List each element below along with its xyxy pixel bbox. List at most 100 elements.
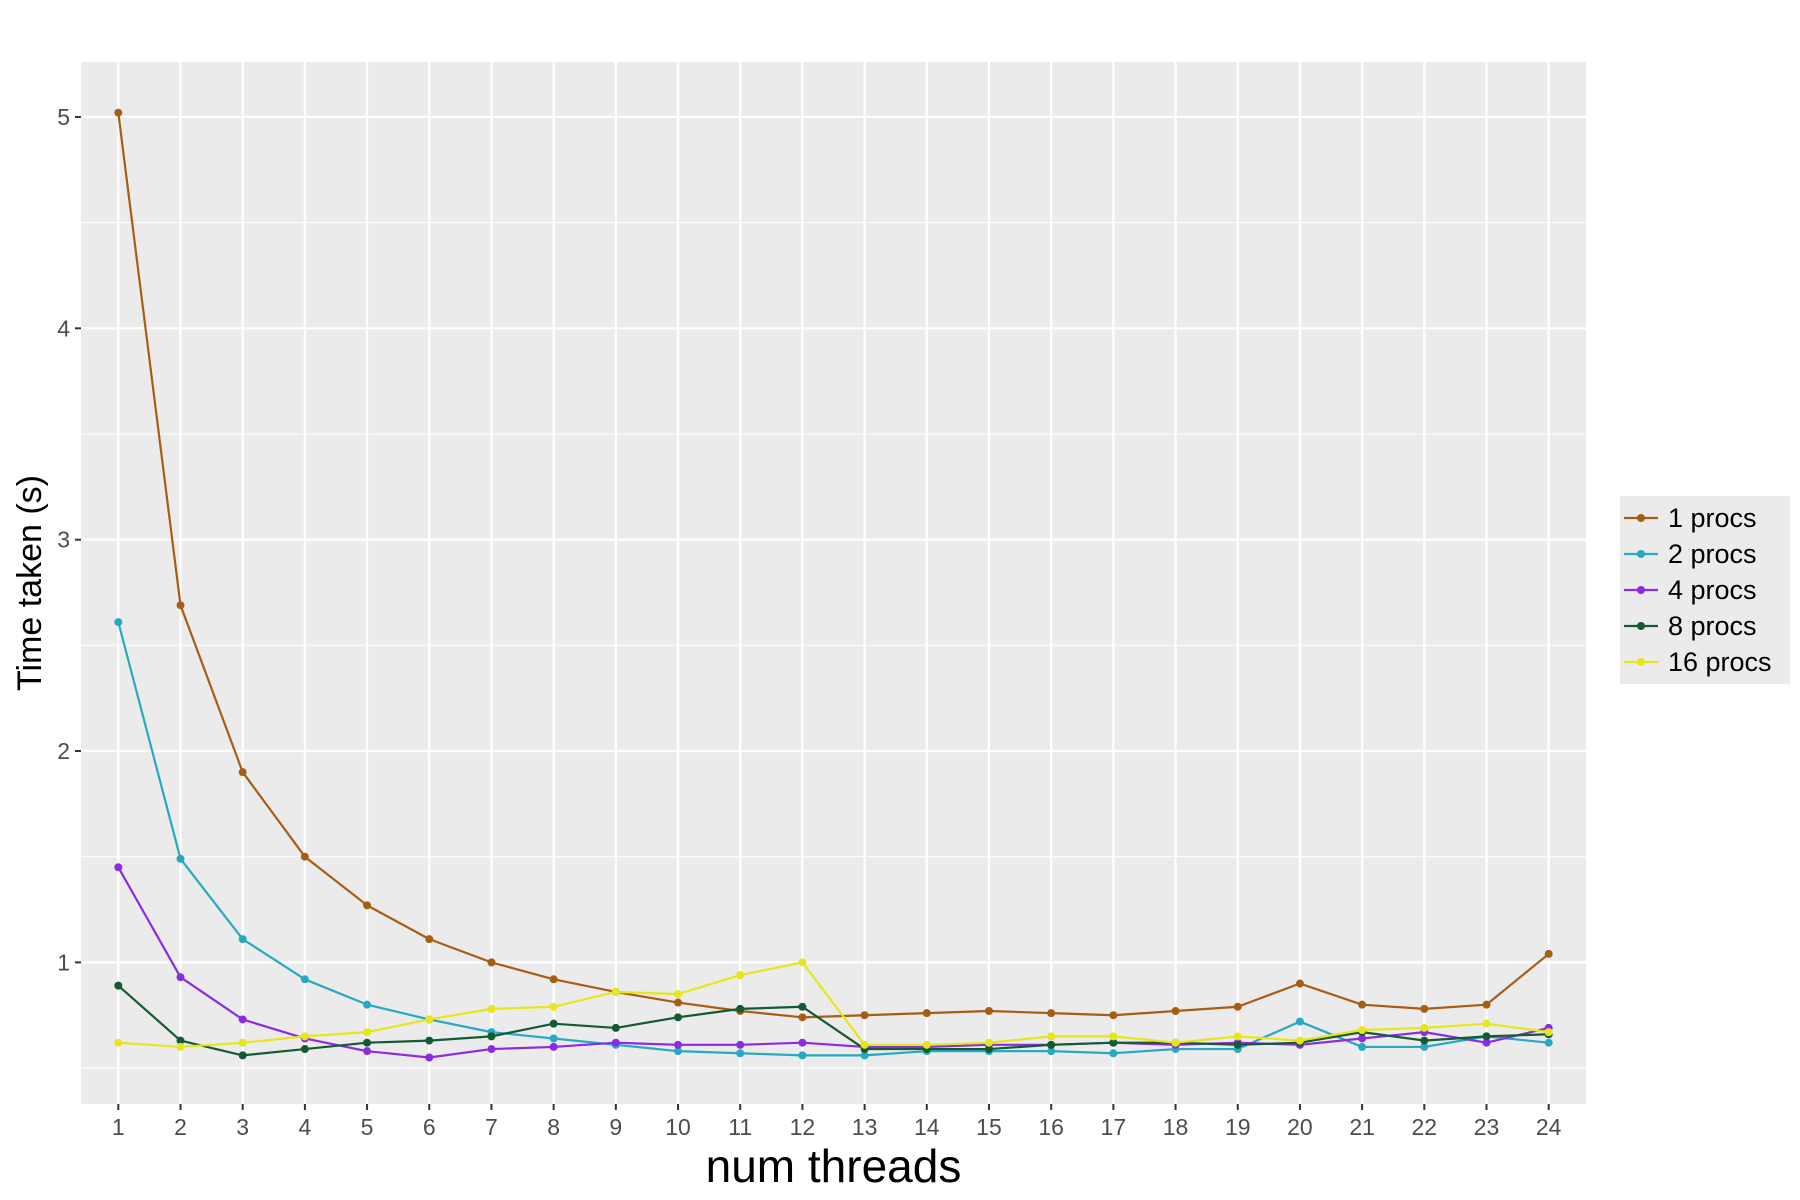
data-point <box>238 1038 247 1047</box>
data-point <box>549 975 558 984</box>
data-point <box>1109 1011 1118 1020</box>
data-point <box>176 973 185 982</box>
legend-key-point <box>1637 550 1645 558</box>
series-layer <box>114 108 1553 1062</box>
x-tick-label: 20 <box>1287 1114 1313 1140</box>
data-point <box>114 108 123 117</box>
data-point <box>363 901 372 910</box>
data-point <box>487 1032 496 1041</box>
data-point <box>798 1002 807 1011</box>
x-axis: 1 2 3 4 5 6 7 8 9 10 11 12 13 14 15 16 17 18 19 20 21 22 23 24 <box>112 1104 1562 1140</box>
data-point <box>1420 1004 1429 1013</box>
data-point <box>1358 1000 1367 1009</box>
data-point <box>1482 1038 1491 1047</box>
y-tick-label: 2 <box>57 738 70 764</box>
data-point <box>1358 1034 1367 1043</box>
data-point <box>1482 1019 1491 1028</box>
x-tick-label: 10 <box>665 1114 691 1140</box>
data-point <box>114 981 123 990</box>
data-point <box>984 1038 993 1047</box>
x-tick-label: 14 <box>914 1114 940 1140</box>
legend-key-point <box>1637 514 1645 522</box>
x-tick-label: 18 <box>1163 1114 1189 1140</box>
data-point <box>674 998 683 1007</box>
data-point <box>922 1009 931 1018</box>
data-point <box>674 990 683 999</box>
x-tick-label: 22 <box>1412 1114 1438 1140</box>
data-point <box>1358 1042 1367 1051</box>
data-point <box>363 1028 372 1037</box>
data-point <box>176 1042 185 1051</box>
data-point <box>1544 1028 1553 1037</box>
data-point <box>611 1038 620 1047</box>
data-point <box>674 1040 683 1049</box>
x-tick-label: 23 <box>1474 1114 1500 1140</box>
data-point <box>1109 1049 1118 1058</box>
data-point <box>238 1015 247 1024</box>
data-point <box>300 975 309 984</box>
data-point <box>1420 1023 1429 1032</box>
data-point <box>984 1045 993 1054</box>
data-point <box>798 1013 807 1022</box>
data-point <box>736 971 745 980</box>
data-point <box>1047 1047 1056 1056</box>
data-point <box>487 1045 496 1054</box>
x-tick-label: 13 <box>852 1114 878 1140</box>
data-point <box>922 1040 931 1049</box>
series-5 <box>114 958 1553 1051</box>
data-point <box>549 1019 558 1028</box>
series-line <box>117 621 1549 1057</box>
data-point <box>1544 949 1553 958</box>
data-point <box>736 1004 745 1013</box>
x-tick-label: 16 <box>1038 1114 1064 1140</box>
data-point <box>114 618 123 627</box>
data-point <box>363 1000 372 1009</box>
data-point <box>798 958 807 967</box>
x-tick-label: 12 <box>790 1114 816 1140</box>
data-point <box>674 1013 683 1022</box>
x-tick-label: 9 <box>609 1114 622 1140</box>
x-tick-label: 8 <box>547 1114 560 1140</box>
data-point <box>425 1015 434 1024</box>
legend-item: 8 procs <box>1622 610 1757 642</box>
y-tick-label: 1 <box>57 949 70 975</box>
x-tick-label: 3 <box>236 1114 249 1140</box>
legend-key-point <box>1637 658 1645 666</box>
data-point <box>1544 1038 1553 1047</box>
legend-label: 4 procs <box>1668 575 1757 605</box>
data-point <box>736 1040 745 1049</box>
x-axis-title: num threads <box>706 1140 962 1192</box>
data-point <box>176 854 185 863</box>
data-point <box>176 1036 185 1045</box>
data-point <box>549 1002 558 1011</box>
data-point <box>860 1051 869 1060</box>
data-point <box>114 863 123 872</box>
x-tick-label: 5 <box>361 1114 374 1140</box>
x-tick-label: 17 <box>1101 1114 1127 1140</box>
data-point <box>1295 1036 1304 1045</box>
data-point <box>1047 1040 1056 1049</box>
x-tick-label: 21 <box>1349 1114 1375 1140</box>
y-tick-label: 3 <box>57 527 70 553</box>
data-point <box>425 1036 434 1045</box>
x-tick-label: 4 <box>298 1114 311 1140</box>
data-point <box>425 1053 434 1062</box>
y-tick-label: 5 <box>57 104 70 130</box>
legend-label: 16 procs <box>1668 647 1772 677</box>
x-tick-label: 6 <box>423 1114 436 1140</box>
data-point <box>1233 1040 1242 1049</box>
data-point <box>1047 1009 1056 1018</box>
major-gridlines <box>81 62 1586 1104</box>
x-tick-label: 11 <box>728 1114 752 1140</box>
data-point <box>1233 1002 1242 1011</box>
data-point <box>984 1007 993 1016</box>
y-axis-title: Time taken (s) <box>11 475 49 691</box>
data-point <box>611 1023 620 1032</box>
data-point <box>363 1047 372 1056</box>
data-point <box>1420 1042 1429 1051</box>
data-point <box>1233 1032 1242 1041</box>
data-point <box>860 1011 869 1020</box>
data-point <box>487 958 496 967</box>
y-axis: 1 2 3 4 5 <box>57 104 81 975</box>
